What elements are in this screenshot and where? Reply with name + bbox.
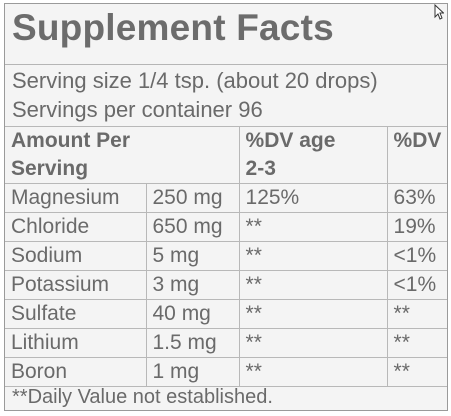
nutrient-amount: 5 mg <box>145 241 240 271</box>
header-amount-line-1: Amount Per <box>11 129 131 152</box>
table-row: Magnesium 250 mg 125% 63% <box>5 183 447 213</box>
nutrient-dv: ** <box>386 328 447 358</box>
nutrient-dv-child: 125% <box>238 183 388 213</box>
nutrient-name: Sodium <box>5 241 147 271</box>
nutrient-name: Sulfate <box>5 299 147 329</box>
facts-table: Amount Per Serving %DV age 2-3 %DV Magne… <box>5 126 447 387</box>
nutrient-dv: 63% <box>386 183 447 213</box>
nutrient-name: Magnesium <box>5 183 147 213</box>
table-header-row: Amount Per Serving %DV age 2-3 %DV <box>5 126 447 184</box>
nutrient-name: Lithium <box>5 328 147 358</box>
nutrient-amount: 250 mg <box>145 183 240 213</box>
nutrient-amount: 3 mg <box>145 270 240 300</box>
table-row: Sodium 5 mg ** <1% <box>5 241 447 271</box>
supplement-facts-panel: Supplement Facts Serving size 1/4 tsp. (… <box>4 3 448 411</box>
nutrient-dv-child: ** <box>238 357 388 387</box>
nutrient-dv-child: ** <box>238 212 388 242</box>
nutrient-name: Boron <box>5 357 147 387</box>
nutrient-dv: <1% <box>386 241 447 271</box>
nutrient-name: Chloride <box>5 212 147 242</box>
nutrient-dv: ** <box>386 299 447 329</box>
panel-title: Supplement Facts <box>12 7 334 48</box>
nutrient-dv-child: ** <box>238 270 388 300</box>
nutrient-name: Potassium <box>5 270 147 300</box>
table-row: Potassium 3 mg ** <1% <box>5 270 447 300</box>
nutrient-dv: <1% <box>386 270 447 300</box>
header-amount-per-serving: Amount Per Serving <box>5 126 240 184</box>
nutrient-amount: 40 mg <box>145 299 240 329</box>
table-row: Lithium 1.5 mg ** ** <box>5 328 447 358</box>
header-dv-child-line-2: 2-3 <box>245 157 276 180</box>
nutrient-dv: ** <box>386 357 447 387</box>
table-row: Boron 1 mg ** ** <box>5 357 447 387</box>
nutrient-amount: 1.5 mg <box>145 328 240 358</box>
footnote: **Daily Value not established. <box>12 386 273 408</box>
nutrient-amount: 1 mg <box>145 357 240 387</box>
nutrient-dv: 19% <box>386 212 447 242</box>
serving-size: Serving size 1/4 tsp. (about 20 drops) <box>12 68 378 93</box>
nutrient-amount: 650 mg <box>145 212 240 242</box>
arrow-cursor-icon <box>434 4 444 20</box>
nutrient-dv-child: ** <box>238 328 388 358</box>
nutrient-dv-child: ** <box>238 241 388 271</box>
header-dv-child-line-1: %DV age <box>245 129 336 152</box>
table-row: Sulfate 40 mg ** ** <box>5 299 447 329</box>
servings-per-container: Servings per container 96 <box>12 97 263 122</box>
title-divider <box>5 64 447 65</box>
header-dv-age-2-3: %DV age 2-3 <box>238 126 388 184</box>
facts-table-body: Magnesium 250 mg 125% 63% Chloride 650 mg ** 19… <box>5 183 447 387</box>
nutrient-dv-child: ** <box>238 299 388 329</box>
header-amount-line-2: Serving <box>11 157 89 180</box>
table-row: Chloride 650 mg ** 19% <box>5 212 447 242</box>
header-dv: %DV <box>386 126 447 184</box>
